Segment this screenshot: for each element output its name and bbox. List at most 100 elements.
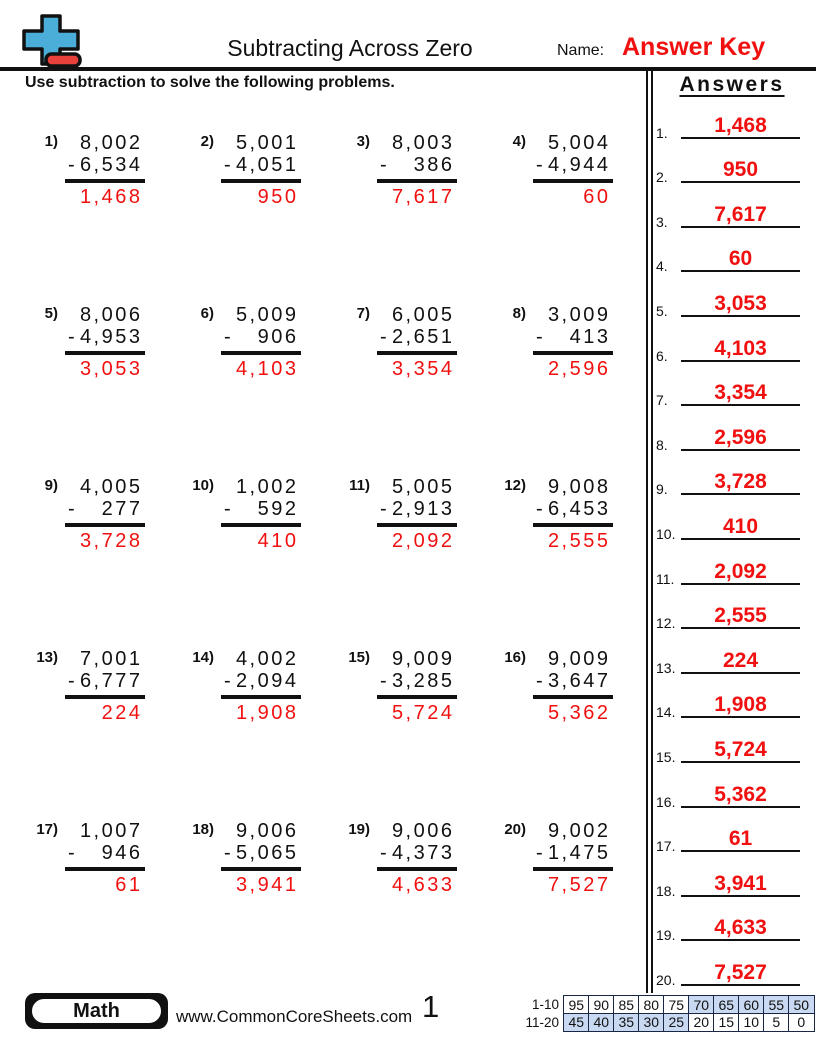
subtrahend: 4,373 bbox=[391, 842, 455, 864]
answer-item: 1. 1,468 bbox=[648, 99, 816, 144]
minus-sign: - bbox=[68, 498, 78, 520]
answer-number: 4. bbox=[656, 258, 668, 275]
subtrahend: 4,944 bbox=[547, 154, 611, 176]
answer-value: 1,908 bbox=[714, 693, 767, 717]
subtrahend: 592 bbox=[257, 498, 299, 520]
score-cell: 85 bbox=[613, 995, 640, 1014]
minus-sign: - bbox=[68, 154, 78, 176]
minus-sign: - bbox=[224, 670, 234, 692]
minuend: 7,001 bbox=[79, 648, 143, 670]
problem-number: 20) bbox=[504, 821, 526, 838]
subtrahend-row: - 2,094 bbox=[224, 670, 299, 692]
score-cell: 0 bbox=[788, 1012, 815, 1032]
answer-number: 20. bbox=[656, 971, 676, 988]
subtrahend-row: - 3,647 bbox=[536, 670, 611, 692]
subtrahend-row: - 4,944 bbox=[536, 154, 611, 176]
problem-work: 8,003 - 386 7,617 bbox=[377, 132, 457, 208]
problem-number: 18) bbox=[192, 821, 214, 838]
problem-work: 6,005 - 2,651 3,354 bbox=[377, 304, 457, 380]
problem: 10) 1,002 - 592 410 bbox=[182, 476, 338, 648]
problem: 17) 1,007 - 946 61 bbox=[26, 820, 182, 992]
score-cell: 25 bbox=[663, 1012, 690, 1032]
problem-number: 16) bbox=[504, 649, 526, 666]
score-cell: 55 bbox=[763, 995, 790, 1014]
equals-line bbox=[533, 523, 613, 527]
answer-value: 950 bbox=[722, 158, 759, 182]
answer-underline bbox=[681, 760, 800, 763]
equals-line bbox=[377, 695, 457, 699]
minuend: 5,004 bbox=[547, 132, 611, 154]
subtrahend: 1,475 bbox=[547, 842, 611, 864]
answer-item: 4. 60 bbox=[648, 233, 816, 278]
minus-sign: - bbox=[380, 154, 390, 176]
subtrahend-row: - 277 bbox=[68, 498, 143, 520]
problem-work: 8,006 - 4,953 3,053 bbox=[65, 304, 145, 380]
equals-line bbox=[377, 351, 457, 355]
minus-sign: - bbox=[536, 498, 546, 520]
minuend: 9,009 bbox=[547, 648, 611, 670]
problem-work: 4,002 - 2,094 1,908 bbox=[221, 648, 301, 724]
problem: 2) 5,001 - 4,051 950 bbox=[182, 132, 338, 304]
problem: 18) 9,006 - 5,065 3,941 bbox=[182, 820, 338, 992]
answer-value: 5,362 bbox=[714, 782, 767, 806]
subtrahend-row: - 2,913 bbox=[380, 498, 455, 520]
problem-number: 19) bbox=[348, 821, 370, 838]
problem-answer: 61 bbox=[115, 874, 143, 896]
minus-sign: - bbox=[68, 670, 78, 692]
problem-number: 17) bbox=[36, 821, 58, 838]
minuend: 9,008 bbox=[547, 476, 611, 498]
score-cell: 35 bbox=[613, 1012, 640, 1032]
answer-underline bbox=[681, 671, 800, 674]
subject-badge-label: Math bbox=[30, 997, 163, 1025]
problem-number: 11) bbox=[349, 477, 370, 494]
problem-answer: 3,728 bbox=[79, 530, 143, 552]
problem-number: 3) bbox=[356, 133, 370, 150]
minuend: 9,002 bbox=[547, 820, 611, 842]
problem-work: 5,005 - 2,913 2,092 bbox=[377, 476, 457, 552]
answer-number: 8. bbox=[656, 436, 668, 453]
equals-line bbox=[533, 867, 613, 871]
answer-item: 14. 1,908 bbox=[648, 679, 816, 724]
equals-line bbox=[377, 523, 457, 527]
subtrahend: 6,453 bbox=[547, 498, 611, 520]
score-row-1: 1-10 95 90 85 80 75 70 65 60 55 50 bbox=[517, 995, 815, 1014]
subtrahend-row: - 386 bbox=[380, 154, 455, 176]
answer-underline bbox=[681, 225, 800, 228]
score-cell: 30 bbox=[638, 1012, 665, 1032]
equals-line bbox=[221, 695, 301, 699]
score-cell: 80 bbox=[638, 995, 665, 1014]
answer-number: 15. bbox=[656, 748, 676, 765]
problem: 4) 5,004 - 4,944 60 bbox=[494, 132, 650, 304]
problem-work: 9,006 - 4,373 4,633 bbox=[377, 820, 457, 896]
subtrahend: 6,534 bbox=[79, 154, 143, 176]
answer-underline bbox=[681, 314, 800, 317]
answer-underline bbox=[681, 181, 800, 184]
answer-item: 19. 4,633 bbox=[648, 902, 816, 947]
minuend: 9,006 bbox=[391, 820, 455, 842]
score-cell: 15 bbox=[713, 1012, 740, 1032]
minuend: 4,002 bbox=[235, 648, 299, 670]
problem: 9) 4,005 - 277 3,728 bbox=[26, 476, 182, 648]
equals-line bbox=[221, 867, 301, 871]
subtrahend-row: - 6,453 bbox=[536, 498, 611, 520]
answer-number: 14. bbox=[656, 704, 676, 721]
equals-line bbox=[221, 523, 301, 527]
answer-value: 224 bbox=[722, 648, 759, 672]
answer-value: 60 bbox=[728, 247, 753, 271]
score-cell: 95 bbox=[563, 995, 590, 1014]
problem-answer: 2,596 bbox=[547, 358, 611, 380]
equals-line bbox=[533, 179, 613, 183]
score-cell: 20 bbox=[688, 1012, 715, 1032]
name-label: Name: bbox=[557, 42, 605, 59]
problem: 3) 8,003 - 386 7,617 bbox=[338, 132, 494, 304]
score-row-label: 11-20 bbox=[525, 1014, 559, 1030]
subtrahend-row: - 4,953 bbox=[68, 326, 143, 348]
subtrahend-row: - 906 bbox=[224, 326, 299, 348]
problem-answer: 2,555 bbox=[547, 530, 611, 552]
subtrahend: 277 bbox=[101, 498, 143, 520]
minus-sign: - bbox=[224, 154, 234, 176]
minuend: 9,009 bbox=[391, 648, 455, 670]
answer-item: 10. 410 bbox=[648, 500, 816, 545]
answer-value: 4,103 bbox=[714, 336, 767, 360]
problem-answer: 1,468 bbox=[79, 186, 143, 208]
